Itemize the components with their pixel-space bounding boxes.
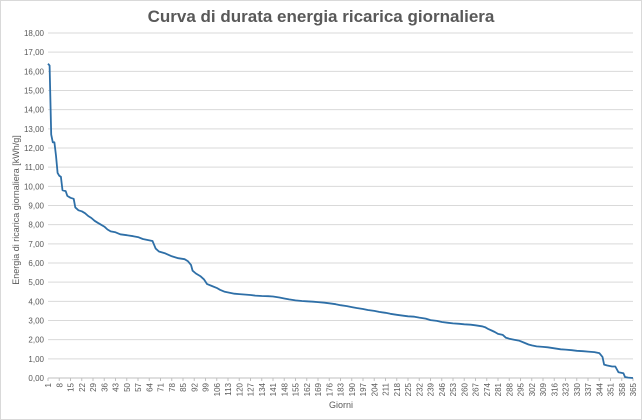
x-tick-label: 50 <box>123 382 132 391</box>
y-tick-label: 1,00 <box>28 355 44 364</box>
x-tick-label: 64 <box>145 382 154 391</box>
x-tick-label: 344 <box>595 382 604 396</box>
chart-title: Curva di durata energia ricarica giornal… <box>147 7 495 26</box>
grid-lines <box>48 32 633 379</box>
x-tick-label: 365 <box>629 382 638 396</box>
x-tick-label: 302 <box>528 382 537 396</box>
x-tick-label: 8 <box>55 382 64 387</box>
x-tick-label: 358 <box>618 382 627 396</box>
y-tick-label: 14,00 <box>24 106 45 115</box>
x-tick-label: 204 <box>370 382 379 396</box>
y-tick-label: 8,00 <box>28 221 44 230</box>
y-tick-label: 18,00 <box>24 29 45 38</box>
y-tick-label: 0,00 <box>28 374 44 383</box>
x-tick-label: 323 <box>562 382 571 396</box>
x-tick-label: 183 <box>337 382 346 396</box>
x-tick-label: 197 <box>359 382 368 396</box>
x-tick-label: 267 <box>472 382 481 396</box>
x-tick-label: 218 <box>393 382 402 396</box>
x-tick-label: 281 <box>494 382 503 396</box>
y-tick-label: 4,00 <box>28 297 44 306</box>
x-tick-label: 85 <box>179 382 188 391</box>
x-tick-label: 57 <box>134 382 143 391</box>
x-tick-label: 99 <box>202 382 211 391</box>
y-tick-label: 15,00 <box>24 87 45 96</box>
x-tick-label: 225 <box>404 382 413 396</box>
x-tick-label: 113 <box>224 382 233 395</box>
x-tick-label: 148 <box>280 382 289 396</box>
x-tick-label: 260 <box>460 382 469 396</box>
x-tick-label: 309 <box>539 382 548 396</box>
x-tick-label: 43 <box>112 382 121 391</box>
y-axis-label: Energia di ricarica giornaliera [kWh/g] <box>11 135 21 285</box>
y-tick-label: 16,00 <box>24 67 45 76</box>
x-tick-label: 141 <box>269 382 278 396</box>
y-tick-label: 2,00 <box>28 336 44 345</box>
series-line <box>47 63 634 379</box>
x-tick-label: 120 <box>235 382 244 396</box>
x-tick-label: 127 <box>247 382 256 396</box>
x-tick-label: 316 <box>550 382 559 396</box>
y-axis-ticks: 0,00 1,00 2,00 3,00 4,00 5,00 6,00 7,00 8,00 9,00… <box>24 29 45 383</box>
x-tick-label: 106 <box>213 382 222 396</box>
y-tick-label: 12,00 <box>24 144 45 153</box>
x-tick-label: 246 <box>438 382 447 396</box>
x-tick-label: 176 <box>325 382 334 396</box>
y-tick-label: 11,00 <box>25 163 45 172</box>
x-tick-label: 1 <box>44 382 53 387</box>
y-tick-label: 17,00 <box>24 48 45 57</box>
y-tick-label: 3,00 <box>28 317 44 326</box>
x-axis-label: Giorni <box>329 400 353 410</box>
x-tick-label: 162 <box>303 382 312 396</box>
x-axis-ticks: 1 8 15 22 29 36 43 50 57 64 71 78 85 92 99 106 113 120 127… <box>44 378 638 396</box>
x-tick-label: 36 <box>100 382 109 391</box>
y-tick-label: 10,00 <box>24 182 45 191</box>
x-tick-label: 253 <box>449 382 458 396</box>
x-tick-label: 71 <box>157 382 166 391</box>
x-tick-label: 15 <box>67 382 76 391</box>
y-tick-label: 9,00 <box>28 202 44 211</box>
x-tick-label: 330 <box>573 382 582 396</box>
x-tick-label: 155 <box>292 382 301 396</box>
x-tick-label: 288 <box>505 382 514 396</box>
y-tick-label: 6,00 <box>28 259 44 268</box>
x-tick-label: 351 <box>607 382 616 396</box>
x-tick-label: 211 <box>382 382 391 395</box>
x-tick-label: 274 <box>483 382 492 396</box>
x-tick-label: 134 <box>258 382 267 396</box>
x-tick-label: 92 <box>190 382 199 391</box>
y-tick-label: 7,00 <box>28 240 44 249</box>
series-group <box>47 63 634 379</box>
y-tick-label: 5,00 <box>28 278 44 287</box>
x-tick-label: 29 <box>89 382 98 391</box>
x-tick-label: 169 <box>314 382 323 396</box>
x-tick-label: 295 <box>517 382 526 396</box>
x-tick-label: 78 <box>168 382 177 391</box>
x-tick-label: 239 <box>427 382 436 396</box>
y-tick-label: 13,00 <box>24 125 45 134</box>
x-tick-label: 232 <box>415 382 424 396</box>
x-tick-label: 22 <box>78 382 87 391</box>
x-tick-label: 337 <box>584 382 593 396</box>
x-tick-label: 190 <box>348 382 357 396</box>
